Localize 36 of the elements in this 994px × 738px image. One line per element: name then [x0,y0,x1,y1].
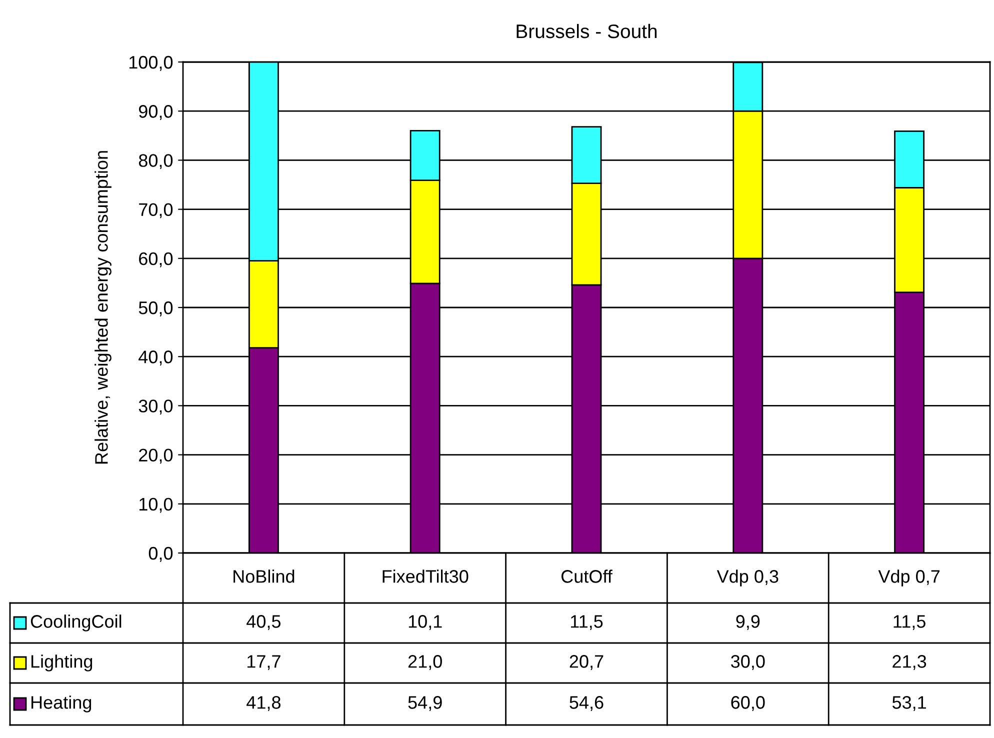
y-tick-label: 10,0 [140,498,173,513]
data-label: 21,0 [408,655,442,670]
y-tick-label: 80,0 [138,154,173,170]
legend-label: Lighting [31,654,92,672]
chart-title: Brussels - South [516,24,657,38]
x-tick-label: CutOff [561,570,612,583]
y-tick-label: 70,0 [139,203,173,218]
data-label: 41,8 [246,696,280,711]
y-tick-label: 50,0 [138,301,173,316]
legend-label: Heating [31,696,92,712]
y-tick-label: 20,0 [139,448,173,464]
y-axis-title: Relative, weighted energy consumption [94,151,112,464]
y-tick-label: 90,0 [138,105,173,120]
data-label: 30,0 [731,655,765,670]
y-tick-label: 30,0 [138,400,173,415]
data-label: 40,5 [246,615,281,630]
x-tick-label: NoBlind [234,570,294,583]
legend-label: CoolingCoil [30,614,122,632]
x-tick-label: FixedTilt30 [382,570,468,583]
y-tick-label: 40,0 [138,350,173,366]
data-label: 54,9 [408,696,442,711]
data-label: 54,6 [570,696,604,711]
data-label: 60,0 [731,696,765,711]
data-label: 11,5 [570,615,603,630]
x-tick-label: Vdp 0,3 [716,570,778,586]
data-label: 11,5 [894,615,926,630]
x-tick-label: Vdp 0,7 [878,570,940,586]
data-label: 9,9 [736,615,760,630]
y-tick-label: 60,0 [139,252,173,268]
data-label: 53,1 [892,696,926,711]
data-label: 21,3 [892,655,926,670]
y-tick-label: 100,0 [129,56,173,71]
data-label: 17,7 [248,655,280,670]
y-tick-label: 0,0 [148,546,173,562]
data-label: 10,1 [408,615,442,630]
data-label: 20,7 [570,655,604,670]
